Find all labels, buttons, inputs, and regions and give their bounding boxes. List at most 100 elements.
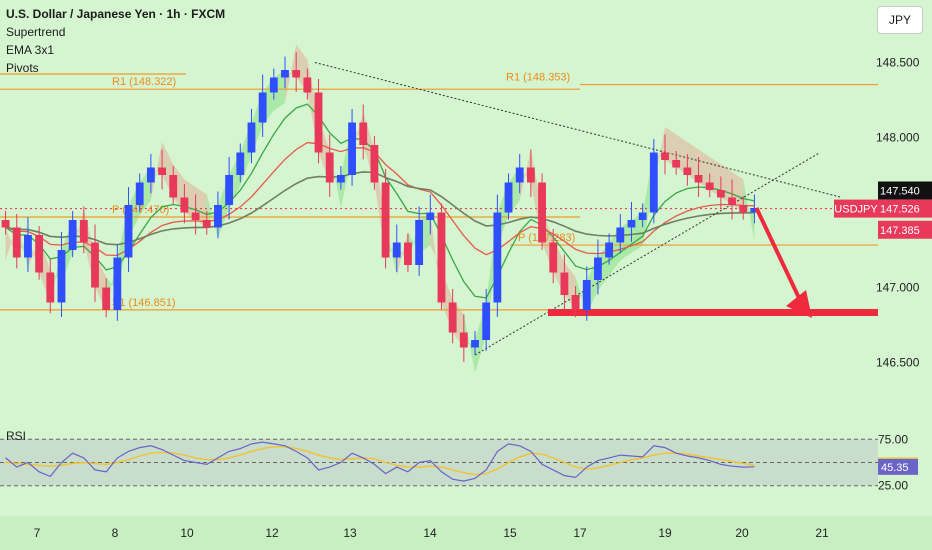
candle-body [314,92,323,153]
supertrend-band [385,224,397,276]
price-tick: 147.000 [876,281,920,295]
candle-body [638,212,647,220]
candle-body [426,212,435,220]
candle-body [46,272,55,303]
rsi-level-label: 25.00 [878,479,908,493]
rsi-level-label: 75.00 [878,432,908,446]
candle-body [582,280,591,310]
time-label: 14 [423,526,437,540]
rsi-value: 45.35 [881,462,909,474]
price-tick: 148.500 [876,56,920,70]
forecast-arrow-head [786,290,812,318]
resistance-trendline [314,62,843,198]
candle-body [605,242,614,258]
chart-legend: U.S. Dollar / Japanese Yen · 1h · FXCM S… [6,5,225,77]
candle-body [281,70,289,78]
candle-body [672,160,681,168]
candle-body [124,205,133,258]
candle-body [191,212,200,220]
time-label: 13 [343,526,357,540]
candle-body [236,152,245,175]
candle-body [739,205,748,213]
supertrend-band [519,149,531,201]
candle-body [661,152,669,160]
candle-body [35,235,44,273]
rsi-band [0,439,878,486]
supertrend-band [407,220,420,265]
rsi-ma-line [5,446,755,476]
candle-body [336,175,345,183]
supertrend-band [575,277,587,313]
rsi-line [5,441,755,482]
indicator-pivots[interactable]: Pivots [6,61,39,75]
supertrend-band [430,212,442,303]
candle-body [258,92,267,123]
candle-body [415,220,424,265]
time-label: 7 [34,526,41,540]
candle-body [705,182,714,190]
supertrend-band [72,209,84,253]
supertrend-band [106,257,118,310]
candle-body [728,197,736,205]
candle-body [135,182,144,205]
price-badge [878,220,932,239]
currency-button[interactable]: JPY [877,6,923,34]
candle-body [471,340,479,348]
supertrend-band [396,232,408,276]
pivot-label: S1 (146.851) [112,297,176,309]
candle-body [202,220,211,228]
candle-body [146,167,155,183]
pivot-label: P (147.470) [112,204,169,216]
indicator-ema[interactable]: EMA 3x1 [6,43,55,57]
candle-body [750,208,759,213]
candle-body [370,145,379,183]
candle-body [158,167,166,175]
candle-body [303,77,312,93]
supertrend-band [463,314,475,373]
time-axis-bg [0,516,932,550]
candle-body [526,167,535,183]
candle-body [225,175,234,205]
forecast-arrow-shaft [754,207,802,301]
candle-body [504,182,513,213]
candle-body [12,227,21,258]
candle-body [627,220,636,228]
price-badge-value: 147.540 [880,186,920,198]
pivot-label: R1 (148.322) [112,76,176,88]
candle-body [649,152,658,213]
price-badge-value: 147.385 [880,225,920,237]
candle-body [459,332,468,348]
candle-body [24,235,32,258]
candle-body [214,205,222,228]
time-label: 17 [573,526,587,540]
candle-body [560,272,569,295]
candle-body [392,242,401,258]
candle-body [538,182,546,243]
candle-body [102,287,111,310]
symbol-badge [834,199,878,218]
candle-body [616,227,625,243]
time-label: 15 [503,526,517,540]
time-label: 20 [735,526,749,540]
candle-body [269,77,278,93]
candle-body [169,175,178,198]
candle-body [482,302,491,340]
candle-body [571,295,580,310]
indicator-supertrend[interactable]: Supertrend [6,25,66,39]
candle-body [348,122,356,175]
candle-body [549,242,558,273]
time-label: 10 [180,526,194,540]
rsi-value-badge [878,458,918,475]
pivot-label: R1 (148.353) [506,72,570,84]
candle-body [716,190,725,198]
chart-title: U.S. Dollar / Japanese Yen · 1h · FXCM [6,7,226,21]
price-badge [878,199,932,218]
symbol-label: USDJPY [834,204,878,216]
rsi-label: RSI [6,429,26,443]
candle-body [594,257,602,280]
candle-body [57,250,66,303]
candle-body [694,175,703,183]
supertrend-band [285,44,297,103]
